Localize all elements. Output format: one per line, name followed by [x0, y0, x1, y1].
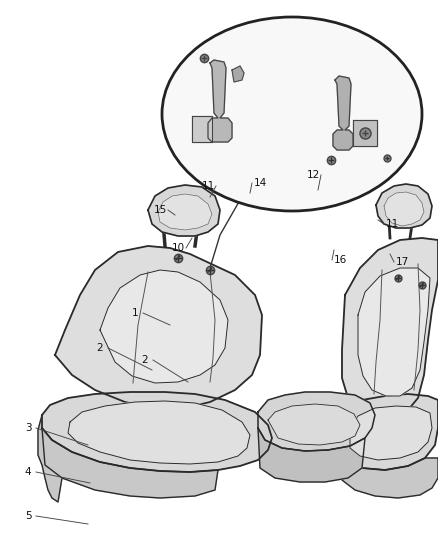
Text: 11: 11	[385, 219, 399, 229]
Polygon shape	[208, 60, 232, 142]
Polygon shape	[358, 268, 430, 396]
Text: 11: 11	[201, 181, 215, 191]
Polygon shape	[333, 394, 438, 470]
Ellipse shape	[162, 17, 422, 211]
Polygon shape	[38, 415, 62, 502]
Text: 10: 10	[171, 243, 184, 253]
Text: 12: 12	[306, 170, 320, 180]
Polygon shape	[258, 428, 365, 482]
Text: 2: 2	[141, 355, 148, 365]
Text: 4: 4	[25, 467, 31, 477]
Polygon shape	[55, 246, 262, 408]
Polygon shape	[384, 192, 424, 226]
Text: 15: 15	[153, 205, 166, 215]
Polygon shape	[148, 185, 220, 236]
Polygon shape	[192, 116, 212, 142]
Polygon shape	[232, 66, 244, 82]
Polygon shape	[42, 428, 218, 498]
Text: 14: 14	[253, 178, 267, 188]
Text: 1: 1	[132, 308, 138, 318]
Polygon shape	[353, 120, 377, 146]
Polygon shape	[258, 392, 375, 451]
Polygon shape	[376, 184, 432, 228]
Polygon shape	[333, 76, 353, 150]
Polygon shape	[333, 452, 438, 498]
Text: 17: 17	[396, 257, 409, 267]
Text: 3: 3	[25, 423, 31, 433]
Text: 16: 16	[333, 255, 346, 265]
Polygon shape	[158, 194, 212, 230]
Polygon shape	[268, 404, 360, 445]
Polygon shape	[342, 238, 438, 416]
Text: 2: 2	[97, 343, 103, 353]
Polygon shape	[42, 392, 272, 472]
Text: 5: 5	[25, 511, 31, 521]
Polygon shape	[100, 270, 228, 383]
Polygon shape	[68, 401, 250, 464]
Polygon shape	[350, 406, 432, 460]
